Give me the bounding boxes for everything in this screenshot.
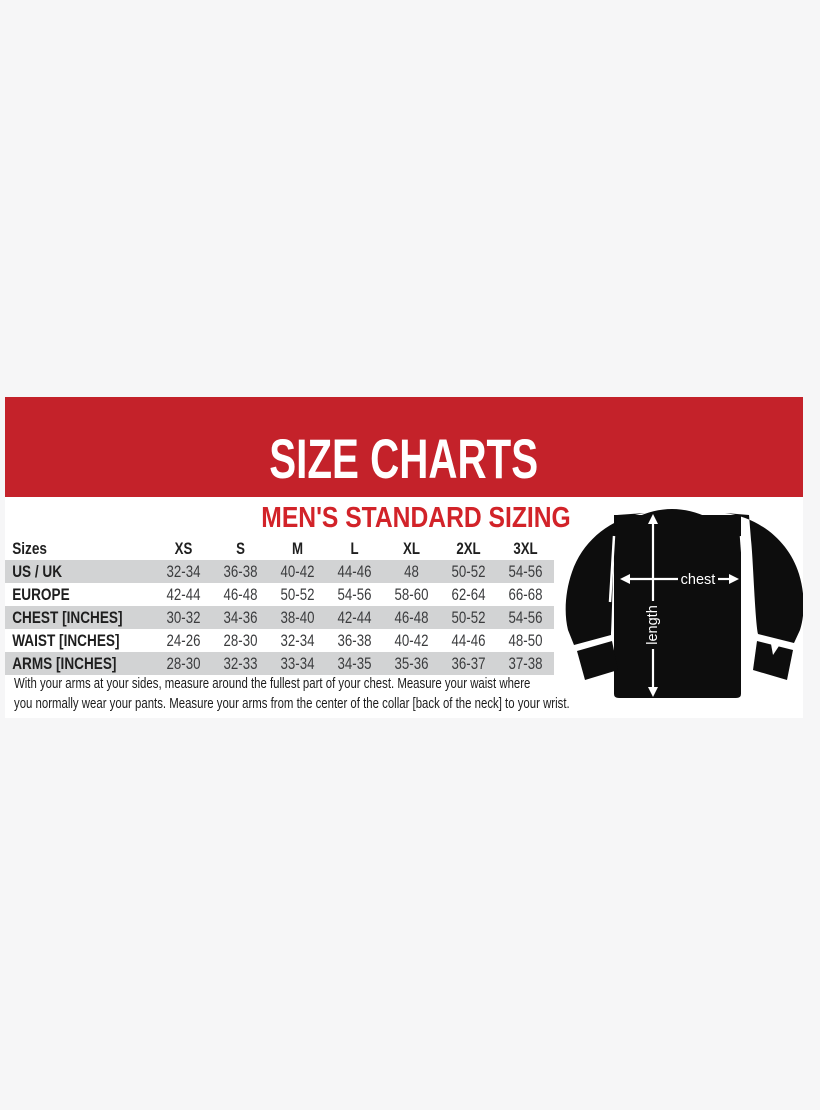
column-header-2xl: 2XL	[456, 539, 481, 558]
size-cell: 46-48	[394, 608, 429, 627]
size-cell: 66-68	[508, 585, 543, 604]
measure-instructions: With your arms at your sides, measure ar…	[14, 674, 803, 714]
size-cell: 48	[404, 562, 419, 581]
size-cell: 36-38	[337, 631, 372, 650]
size-cell: 34-35	[337, 654, 372, 673]
length-arrowhead-down	[648, 687, 658, 697]
column-header-m: M	[291, 539, 304, 558]
size-cell: 32-34	[166, 562, 201, 581]
table-row-waist: WAIST [INCHES] 24-26 28-30 32-34 36-38 4…	[5, 629, 554, 652]
shirt-left-sleeve	[565, 513, 645, 645]
size-cell: 34-36	[223, 608, 258, 627]
size-cell: 48-50	[508, 631, 543, 650]
size-cell: 24-26	[166, 631, 201, 650]
shirt-diagram: chest length	[565, 502, 803, 714]
size-cell: 28-30	[166, 654, 201, 673]
size-chart-card: MEN'S STANDARD SIZING Sizes XS S M L XL …	[5, 497, 803, 718]
table-row-europe: EUROPE 42-44 46-48 50-52 54-56 58-60 62-…	[5, 583, 554, 606]
column-header-l: L	[350, 539, 359, 558]
size-cell: 40-42	[280, 562, 315, 581]
table-row-chest: CHEST [INCHES] 30-32 34-36 38-40 42-44 4…	[5, 606, 554, 629]
column-header-xs: XS	[174, 539, 193, 558]
row-label: CHEST [INCHES]	[12, 608, 123, 627]
size-cell: 54-56	[508, 608, 543, 627]
row-label: US / UK	[12, 562, 63, 581]
size-cell: 35-36	[394, 654, 429, 673]
size-cell: 42-44	[166, 585, 201, 604]
length-arrowhead-up	[648, 514, 658, 524]
column-header-xl: XL	[403, 539, 420, 558]
size-cell: 58-60	[394, 585, 429, 604]
page-title: SIZE CHARTS	[269, 426, 539, 490]
size-table: Sizes XS S M L XL 2XL 3XL US / UK 32-34 …	[5, 538, 554, 675]
right-seam-line	[739, 535, 748, 603]
table-row-arms: ARMS [INCHES] 28-30 32-33 33-34 34-35 35…	[5, 652, 554, 675]
size-cell: 44-46	[451, 631, 486, 650]
table-header-row: Sizes XS S M L XL 2XL 3XL	[5, 538, 554, 560]
size-cell: 30-32	[166, 608, 201, 627]
header-sizes-label: Sizes	[12, 539, 47, 558]
shirt-right-cuff	[753, 641, 793, 680]
size-cell: 28-30	[223, 631, 258, 650]
table-row-us-uk: US / UK 32-34 36-38 40-42 44-46 48 50-52…	[5, 560, 554, 583]
size-cell: 33-34	[280, 654, 315, 673]
chest-label: chest	[681, 572, 716, 588]
size-cell: 37-38	[508, 654, 543, 673]
left-seam-line	[608, 535, 616, 603]
measure-instructions-line2: you normally wear your pants. Measure yo…	[14, 695, 570, 712]
measure-instructions-line1: With your arms at your sides, measure ar…	[14, 675, 531, 692]
row-label: ARMS [INCHES]	[12, 654, 117, 673]
column-header-s: S	[236, 539, 245, 558]
size-charts-banner: SIZE CHARTS	[5, 397, 803, 497]
size-cell: 46-48	[223, 585, 258, 604]
size-cell: 44-46	[337, 562, 372, 581]
shirt-right-sleeve	[725, 513, 803, 643]
size-cell: 42-44	[337, 608, 372, 627]
shirt-body	[614, 515, 741, 698]
size-cell: 38-40	[280, 608, 315, 627]
column-header-3xl: 3XL	[513, 539, 538, 558]
row-label: EUROPE	[12, 585, 70, 604]
section-heading: MEN'S STANDARD SIZING	[261, 502, 571, 534]
right-cuff-notch	[771, 644, 779, 655]
size-cell: 50-52	[451, 608, 486, 627]
size-cell: 50-52	[280, 585, 315, 604]
size-cell: 54-56	[508, 562, 543, 581]
chest-arrowhead-left	[620, 574, 630, 584]
size-cell: 54-56	[337, 585, 372, 604]
size-cell: 36-38	[223, 562, 258, 581]
size-cell: 40-42	[394, 631, 429, 650]
shirt-graphic: chest length	[565, 509, 803, 698]
shirt-left-cuff	[577, 641, 618, 680]
size-cell: 62-64	[451, 585, 486, 604]
row-label: WAIST [INCHES]	[12, 631, 120, 650]
length-label: length	[645, 605, 661, 645]
size-cell: 50-52	[451, 562, 486, 581]
chest-arrowhead-right	[729, 574, 739, 584]
size-cell: 36-37	[451, 654, 486, 673]
size-cell: 32-33	[223, 654, 258, 673]
size-cell: 32-34	[280, 631, 315, 650]
